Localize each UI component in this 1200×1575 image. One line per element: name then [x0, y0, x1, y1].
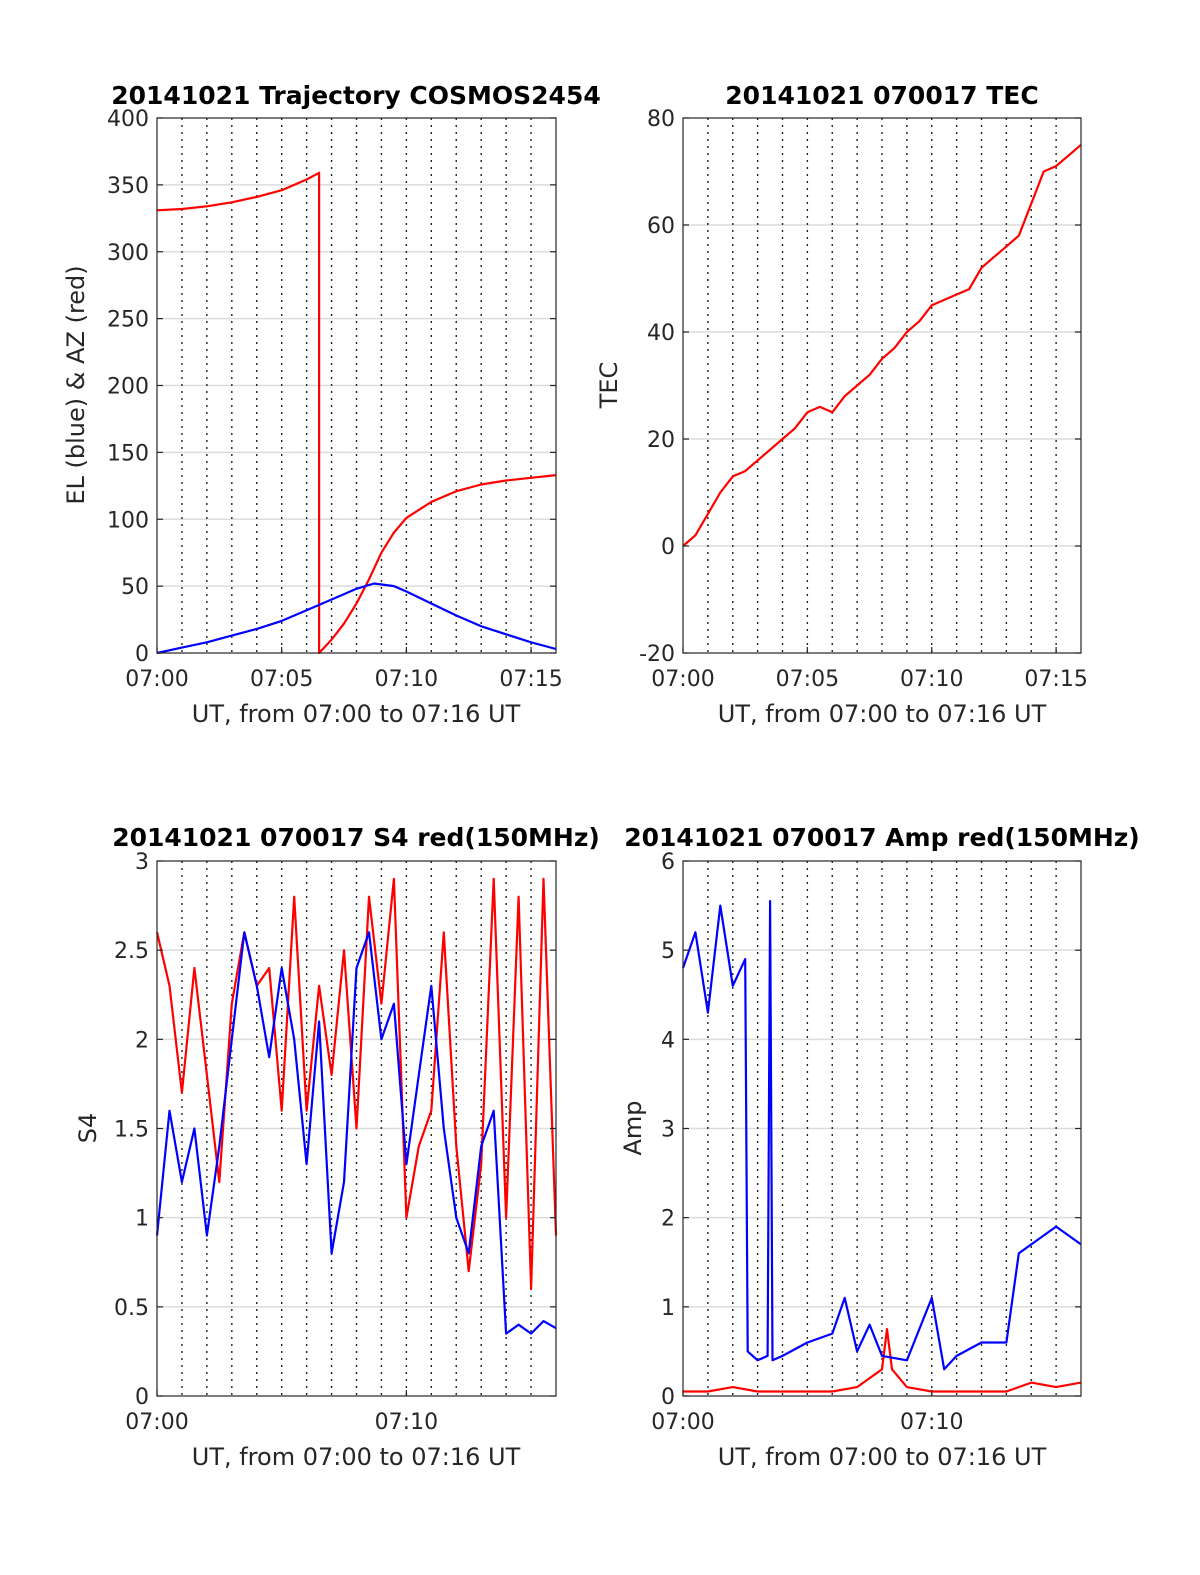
amp-series-0-line — [683, 1328, 1082, 1393]
s4-panel: 20141021 070017 S4 red(150MHz) 0 0.5 1 1.5 2… — [74, 823, 600, 1471]
trajectory-y-tick-label: 300 — [107, 241, 149, 266]
trajectory-title: 20141021 Trajectory COSMOS2454 — [111, 81, 601, 110]
tec-x-tick-label: 07:00 — [651, 667, 714, 692]
amp-x-tick-label: 07:10 — [900, 1410, 963, 1435]
trajectory-y-axis-label: EL (blue) & AZ (red) — [62, 265, 90, 504]
s4-y-tick-label: 2 — [135, 1028, 149, 1053]
s4-y-tick-label: 2.5 — [114, 939, 149, 964]
tec-y-tick-label: 20 — [647, 428, 675, 453]
trajectory-x-tick-label: 07:00 — [125, 667, 188, 692]
tec-y-axis-label: TEC — [595, 362, 623, 410]
tec-y-tick-label: 60 — [647, 214, 675, 239]
tec-series-0-line — [682, 143, 1082, 547]
trajectory-panel: 20141021 Trajectory COSMOS2454 0 50 100 150… — [62, 81, 601, 728]
amp-y-tick-label: 0 — [661, 1385, 675, 1410]
amp-x-tick-label: 07:00 — [651, 1410, 714, 1435]
trajectory-y-tick-label: 400 — [107, 107, 149, 132]
s4-y-axis-label: S4 — [74, 1113, 102, 1144]
trajectory-series-1-line — [156, 582, 557, 655]
trajectory-y-tick-label: 150 — [107, 441, 149, 466]
amp-title: 20141021 070017 Amp red(150MHz) — [624, 823, 1140, 852]
s4-y-tick-label: 0 — [135, 1385, 149, 1410]
s4-series-1-line — [155, 931, 557, 1335]
s4-y-tick-label: 1.5 — [114, 1118, 149, 1143]
trajectory-y-tick-label: 350 — [107, 174, 149, 199]
s4-x-tick-label: 07:10 — [375, 1410, 438, 1435]
amp-series-1-line — [681, 900, 1082, 1371]
trajectory-y-tick-label: 50 — [121, 575, 149, 600]
s4-x-tick-label: 07:00 — [125, 1410, 188, 1435]
amp-y-tick-label: 3 — [661, 1118, 675, 1143]
amp-y-tick-label: 1 — [661, 1296, 675, 1321]
tec-x-tick-label: 07:10 — [900, 667, 963, 692]
tec-y-tick-label: -20 — [639, 642, 675, 667]
tec-panel: 20141021 070017 TEC -20 0 20 40 60 80 07:00 07… — [595, 81, 1088, 728]
trajectory-y-tick-label: 0 — [135, 642, 149, 667]
tec-y-tick-label: 0 — [661, 535, 675, 560]
s4-title: 20141021 070017 S4 red(150MHz) — [112, 823, 600, 852]
amp-x-axis-label: UT, from 07:00 to 07:16 UT — [718, 1443, 1047, 1471]
tec-x-tick-label: 07:05 — [776, 667, 839, 692]
s4-series-0-line — [155, 877, 558, 1291]
tec-x-tick-label: 07:15 — [1024, 667, 1087, 692]
s4-x-axis-label: UT, from 07:00 to 07:16 UT — [192, 1443, 521, 1471]
trajectory-series-0-line — [156, 171, 557, 655]
s4-y-tick-label: 3 — [135, 850, 149, 875]
tec-title: 20141021 070017 TEC — [725, 81, 1038, 110]
trajectory-x-axis-label: UT, from 07:00 to 07:16 UT — [192, 700, 521, 728]
s4-y-tick-label: 0.5 — [114, 1296, 149, 1321]
tec-axes-frame — [682, 117, 1082, 654]
trajectory-x-tick-label: 07:10 — [375, 667, 438, 692]
tec-y-tick-label: 80 — [647, 107, 675, 132]
amp-y-tick-label: 6 — [661, 850, 675, 875]
amp-panel: 20141021 070017 Amp red(150MHz) 0123456 … — [619, 823, 1140, 1471]
amp-y-tick-label: 4 — [661, 1028, 675, 1053]
trajectory-x-tick-label: 07:15 — [499, 667, 562, 692]
trajectory-y-tick-label: 100 — [107, 508, 149, 533]
trajectory-y-tick-label: 250 — [107, 308, 149, 333]
amp-y-tick-label: 2 — [661, 1207, 675, 1232]
trajectory-y-tick-label: 200 — [107, 375, 149, 400]
trajectory-x-tick-label: 07:05 — [250, 667, 313, 692]
s4-y-tick-label: 1 — [135, 1207, 149, 1232]
tec-x-axis-label: UT, from 07:00 to 07:16 UT — [718, 700, 1047, 728]
amp-y-axis-label: Amp — [619, 1100, 647, 1155]
amp-y-tick-label: 5 — [661, 939, 675, 964]
tec-y-tick-label: 40 — [647, 321, 675, 346]
